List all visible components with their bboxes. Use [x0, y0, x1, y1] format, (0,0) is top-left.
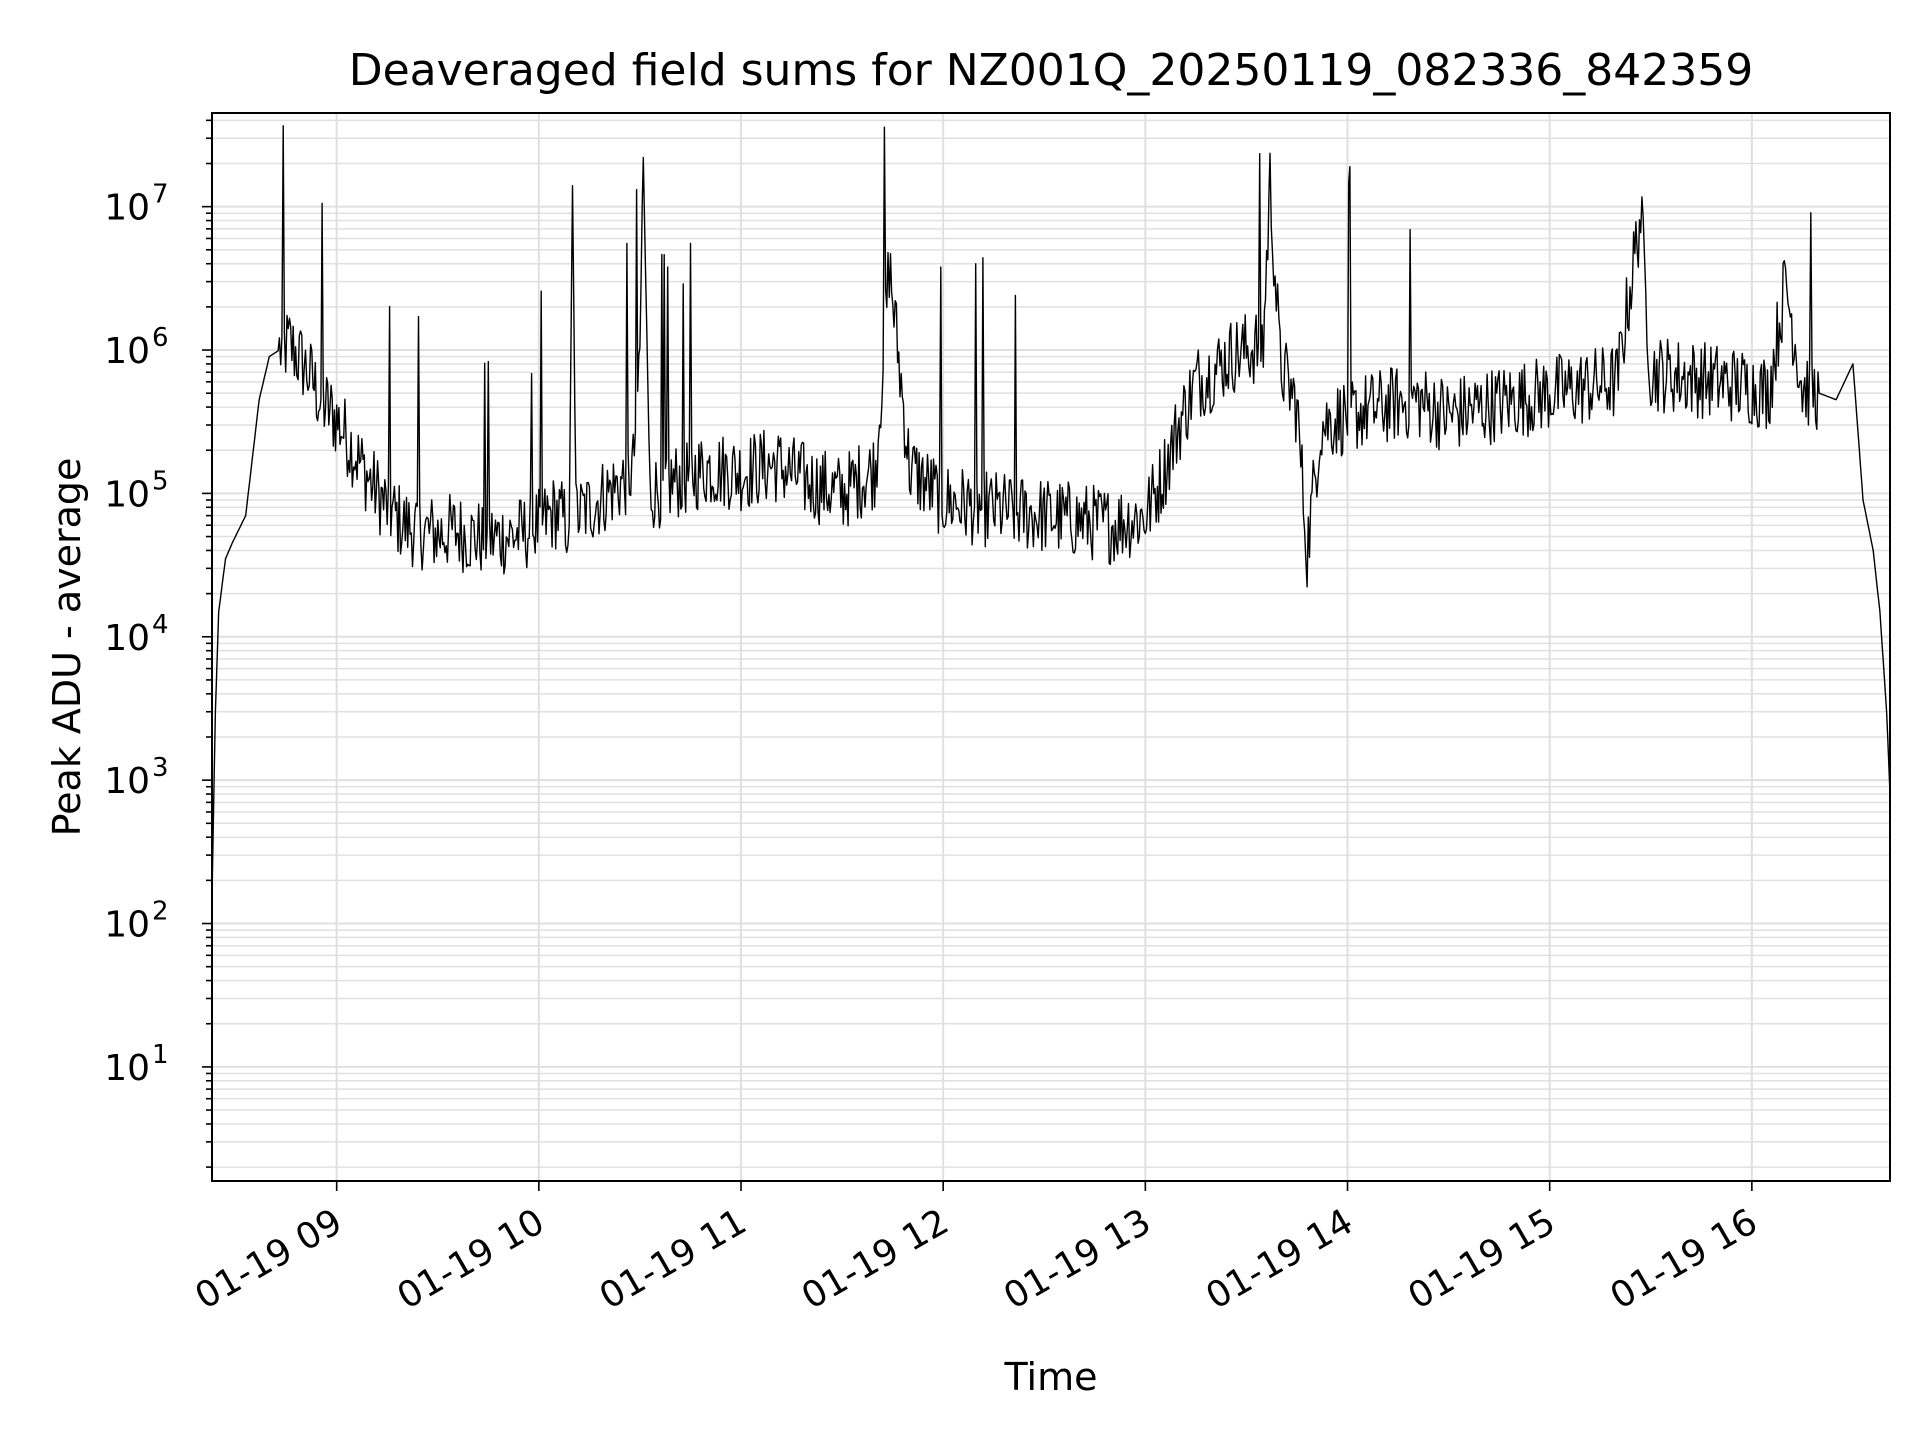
y-tick-exponent: 5	[152, 466, 169, 496]
x-axis-label: Time	[1004, 1355, 1098, 1399]
y-tick-exponent: 6	[152, 323, 169, 353]
plot-frame	[211, 112, 1891, 1182]
y-tick-label: 10	[104, 1048, 150, 1089]
y-tick-label: 10	[104, 905, 150, 946]
y-tick-exponent: 7	[152, 180, 169, 210]
y-tick-exponent: 2	[152, 897, 169, 927]
series-layer	[211, 125, 1891, 899]
y-tick-exponent: 3	[152, 753, 169, 783]
y-axis-label: Peak ADU - average	[45, 458, 89, 837]
chart-title: Deaveraged field sums for NZ001Q_2025011…	[349, 45, 1754, 96]
y-tick-exponent: 4	[152, 610, 169, 640]
y-tick-label: 10	[104, 331, 150, 372]
y-tick-label: 10	[104, 474, 150, 515]
series-line	[211, 125, 1891, 899]
y-tick-label: 10	[104, 761, 150, 802]
y-tick-label: 10	[104, 188, 150, 229]
y-tick-label: 10	[104, 618, 150, 659]
y-tick-exponent: 1	[152, 1040, 169, 1070]
grid-lines	[212, 113, 1890, 1181]
